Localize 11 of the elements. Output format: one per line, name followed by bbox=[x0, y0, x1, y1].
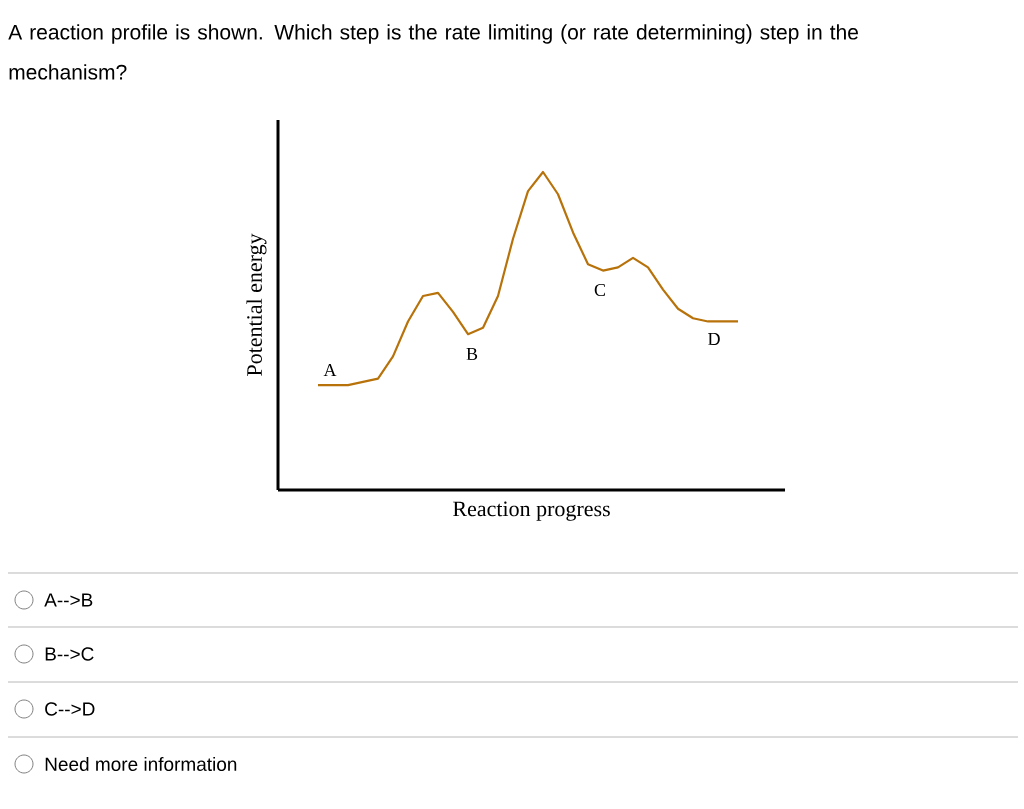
text: Need more information bbox=[45, 757, 237, 771]
chart-title: A reaction profile is shown. Which step is the rate limiting (or rate determining) step in the mechanism? bbox=[8, 24, 858, 80]
text: C-->D bbox=[45, 702, 95, 716]
x-axis-title: Reaction progress bbox=[453, 501, 610, 521]
annotation: B bbox=[466, 348, 478, 360]
text: A-->B bbox=[44, 593, 93, 607]
annotation: A bbox=[323, 364, 337, 376]
text: B-->C bbox=[45, 647, 94, 661]
y-axis-title: Potential energy bbox=[246, 233, 267, 376]
annotation: C bbox=[594, 283, 606, 297]
annotation: D bbox=[708, 333, 720, 345]
